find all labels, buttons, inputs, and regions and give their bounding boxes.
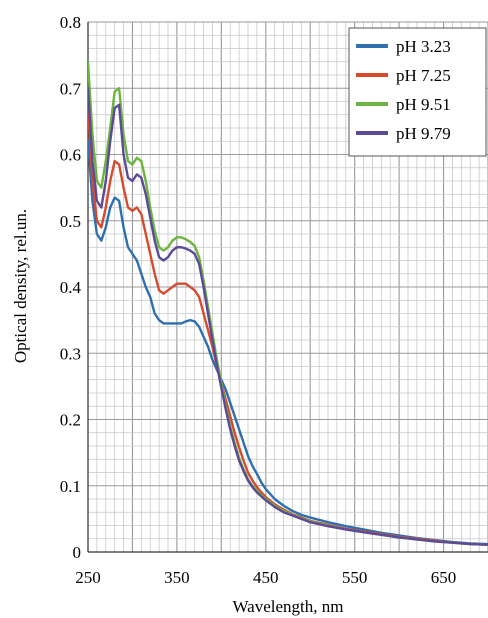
y-axis-label: Optical density, rel.un.: [11, 209, 30, 363]
y-tick-label: 0.7: [60, 79, 82, 98]
y-tick-label: 0.2: [60, 411, 81, 430]
legend-label: pH 9.51: [396, 95, 451, 114]
series-line-1: [88, 140, 488, 546]
y-tick-label: 0.8: [60, 13, 81, 32]
legend-label: pH 9.79: [396, 124, 451, 143]
y-tick-label: 0.4: [60, 278, 82, 297]
y-tick-label: 0.1: [60, 477, 81, 496]
x-tick-label: 650: [431, 568, 457, 587]
series-line-4: [88, 87, 488, 546]
x-tick-label: 350: [164, 568, 190, 587]
x-tick-label: 450: [253, 568, 279, 587]
legend-label: pH 3.23: [396, 37, 451, 56]
legend: pH 3.23 pH 7.25 pH 9.51 pH 9.79: [348, 27, 487, 157]
x-axis-label: Wavelength, nm: [233, 597, 344, 616]
y-tick-label: 0.6: [60, 146, 81, 165]
x-tick-label: 550: [342, 568, 368, 587]
tick-labels: 250 350 450 550 650 0 0.1 0.2 0.3 0.4 0.5 0.6 0.7 0.8: [60, 13, 457, 587]
y-tick-label: 0.3: [60, 344, 81, 363]
y-tick-label: 0: [73, 543, 82, 562]
series-group: [88, 60, 488, 546]
x-tick-label: 250: [75, 568, 101, 587]
y-tick-label: 0.5: [60, 212, 81, 231]
grid: [87, 21, 488, 553]
legend-label: pH 7.25: [396, 66, 451, 85]
